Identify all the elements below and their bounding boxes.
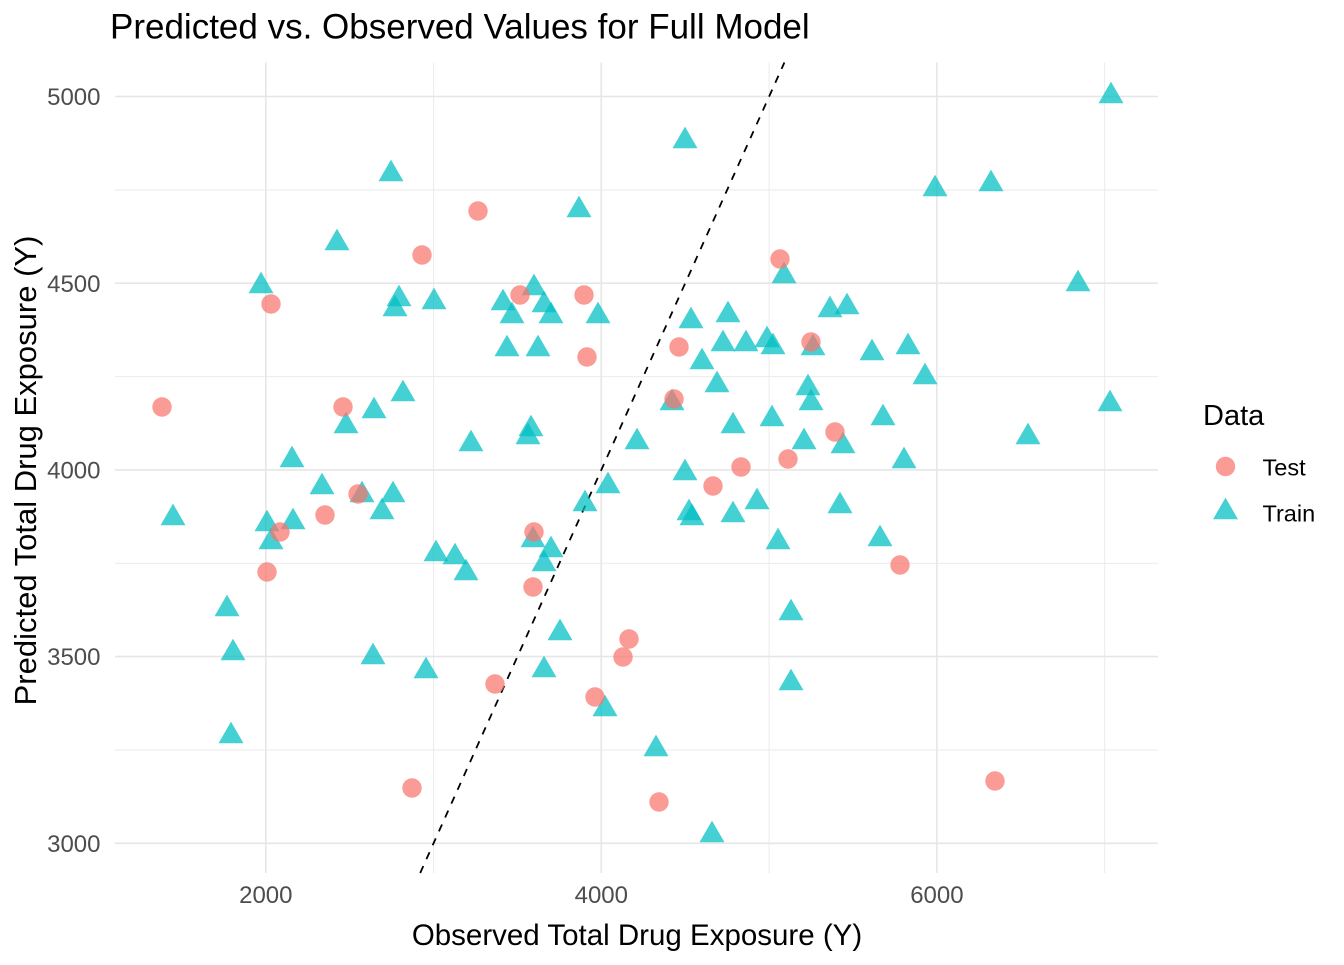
svg-text:6000: 6000 [910,882,963,909]
svg-text:Predicted vs. Observed Values: Predicted vs. Observed Values for Full M… [110,8,810,47]
svg-text:Test: Test [1263,454,1307,480]
svg-text:5000: 5000 [47,84,100,111]
svg-text:4000: 4000 [575,882,628,909]
svg-text:3500: 3500 [47,644,100,671]
svg-text:4000: 4000 [47,458,100,485]
svg-text:2000: 2000 [239,882,292,909]
svg-text:Predicted Total Drug Exposure: Predicted Total Drug Exposure (Y) [8,236,43,706]
svg-text:Observed Total Drug Exposure (: Observed Total Drug Exposure (Y) [412,919,862,952]
svg-text:Train: Train [1263,500,1316,526]
svg-text:4500: 4500 [47,271,100,298]
svg-text:Data: Data [1203,400,1265,432]
svg-text:3000: 3000 [47,831,100,858]
